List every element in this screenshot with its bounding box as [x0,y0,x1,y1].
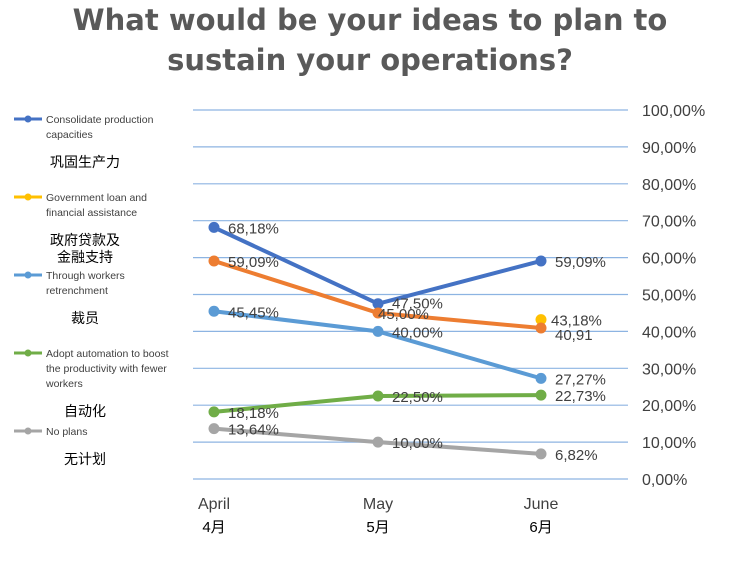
data-label: 40,91 [555,327,593,344]
data-point [208,305,220,317]
legend-label-zh: 无计划 [64,451,106,467]
y-tick-label: 90,00% [642,140,696,157]
x-tick-label: June [524,496,559,513]
series-lines [208,221,547,460]
legend-label-zh: 政府贷款及 [50,232,120,248]
y-tick-label: 40,00% [642,324,696,341]
data-label: 45,00% [378,306,429,323]
legend-label-zh: 巩固生产力 [50,154,120,170]
data-point [372,325,384,337]
y-tick-label: 80,00% [642,177,696,194]
data-point [208,423,220,435]
data-label: 43,18% [551,313,602,330]
y-tick-label: 60,00% [642,251,696,268]
y-tick-label: 30,00% [642,361,696,378]
y-tick-label: 100,00% [642,103,705,120]
legend-label-zh: 自动化 [64,403,106,419]
y-tick-label: 70,00% [642,214,696,231]
data-label: 59,09% [555,254,606,271]
data-point [535,389,547,401]
data-label: 13,64% [228,422,279,439]
x-tick-label: May [363,496,393,513]
x-tick-label: April [198,496,230,513]
data-label: 47,50% [392,296,443,313]
data-label: 68,18% [228,220,279,237]
data-label: 27,27% [555,371,606,388]
legend-label: retrenchment [46,285,108,297]
data-point [208,406,220,418]
legend-swatch-marker [24,271,32,279]
legend-label-zh: 裁员 [71,310,99,326]
legend-label: Government loan and [46,192,147,204]
data-point [372,307,384,319]
legend-label: Through workers [46,270,125,282]
legend-entry: Government loan and financial assistance 政… [14,192,147,265]
legend-label: Consolidate production [46,114,154,126]
data-point [535,372,547,384]
chart-title-line-2: sustain your operations? [167,43,573,77]
gridlines [193,109,628,480]
legend-label-zh: 金融支持 [57,249,113,265]
y-axis-ticks: 0,00% 10,00% 20,00% 30,00% 40,00% 50,00% 60,00… [642,103,705,489]
x-tick-label-zh: 5月 [366,519,389,536]
legend-label: workers [45,378,83,390]
legend-swatch-marker [24,115,32,123]
data-point [535,448,547,460]
data-point [372,298,384,310]
data-label: 59,09% [228,254,279,271]
data-point [372,390,384,402]
legend-entry: No plans 无计划 [14,426,106,467]
data-label: 10,00% [392,435,443,452]
data-label: 18,18% [228,405,279,422]
legend-label: financial assistance [46,207,137,219]
chart-title-line-1: What would be your ideas to plan to [72,3,668,37]
data-label: 22,50% [392,389,443,406]
legend-entry: Through workers retrenchment 裁员 [14,270,125,326]
legend-entry: Adopt automation to boost the productivit… [14,348,169,419]
chart-title: What would be your ideas to plan to sust… [0,0,740,80]
data-labels: 68,18% 47,50% 59,09% 43,18% 59,09% 45,00% 40,9… [228,220,606,463]
x-axis-labels: April 4月 May 5月 June 6月 [198,496,558,536]
data-point [535,255,547,267]
data-point [535,314,547,326]
data-point [208,255,220,267]
data-label: 45,45% [228,304,279,321]
data-label: 6,82% [555,447,598,464]
legend-swatch-marker [24,349,32,357]
y-tick-label: 20,00% [642,398,696,415]
y-tick-label: 10,00% [642,435,696,452]
data-point [208,221,220,233]
legend-label: the productivity with fewer [46,363,167,375]
y-tick-label: 0,00% [642,472,687,489]
legend-swatch-marker [24,193,32,201]
data-point [372,436,384,448]
legend-label: capacities [46,129,93,141]
legend: Consolidate production capacities 巩固生产力 Gov… [14,114,169,467]
x-tick-label-zh: 6月 [529,519,552,536]
data-point [535,322,547,334]
data-label: 22,73% [555,388,606,405]
legend-swatch-marker [24,427,32,435]
data-label: 40,00% [392,324,443,341]
legend-label: No plans [46,426,87,438]
legend-entry: Consolidate production capacities 巩固生产力 [14,114,154,170]
legend-label: Adopt automation to boost [46,348,169,360]
y-tick-label: 50,00% [642,288,696,305]
x-tick-label-zh: 4月 [202,519,225,536]
